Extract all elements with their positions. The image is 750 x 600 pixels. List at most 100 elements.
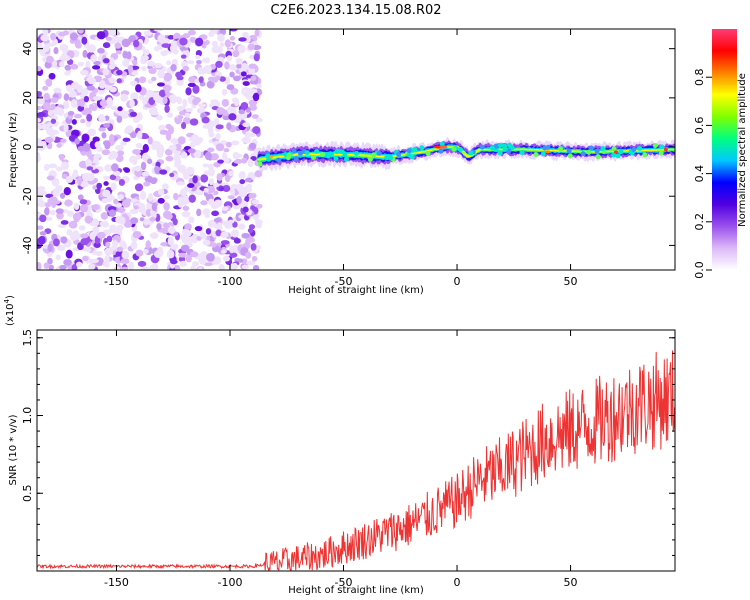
signal-blob: [611, 152, 617, 158]
signal-blob: [468, 150, 474, 156]
noise-blob: [116, 78, 122, 84]
spectrogram-x-tick-label: 50: [564, 275, 578, 288]
noise-blob: [238, 109, 245, 115]
noise-blob: [82, 255, 89, 262]
noise-blob: [213, 199, 223, 208]
noise-blob: [150, 264, 157, 270]
noise-blob: [245, 251, 252, 259]
noise-blob: [251, 114, 259, 119]
signal-blob: [558, 146, 564, 152]
noise-blob: [168, 94, 177, 102]
noise-blob: [198, 256, 207, 265]
noise-blob: [182, 116, 191, 125]
noise-blob: [141, 65, 147, 72]
noise-blob: [117, 194, 125, 200]
noise-blob: [63, 93, 70, 102]
signal-blob: [586, 149, 592, 155]
signal-blob: [600, 146, 606, 152]
noise-blob: [202, 124, 211, 129]
noise-blob: [229, 245, 235, 254]
noise-blob: [228, 64, 237, 71]
signal-track-segment: [467, 155, 472, 158]
noise-blob: [142, 134, 150, 140]
noise-blob: [248, 192, 257, 199]
signal-blob: [458, 146, 464, 152]
noise-blob: [65, 249, 73, 259]
noise-blob: [256, 203, 263, 209]
noise-blob: [136, 130, 143, 140]
noise-blob: [88, 263, 96, 270]
noise-blob: [184, 223, 192, 230]
noise-blob: [120, 113, 129, 119]
noise-blob: [154, 45, 160, 52]
noise-blob: [166, 250, 175, 259]
noise-blob: [140, 190, 147, 200]
noise-blob: [179, 260, 187, 267]
noise-blob: [43, 92, 50, 101]
noise-blob: [202, 66, 208, 75]
noise-blob: [211, 45, 221, 54]
noise-blob: [207, 219, 216, 228]
noise-blob: [59, 192, 66, 199]
noise-blob: [37, 139, 43, 148]
noise-blob: [132, 230, 142, 239]
noise-blob: [252, 264, 260, 270]
noise-blob: [220, 231, 229, 239]
noise-blob: [227, 195, 235, 200]
noise-blob: [57, 224, 66, 229]
signal-blob: [642, 152, 648, 158]
noise-blob: [240, 101, 249, 110]
noise-blob: [135, 154, 142, 160]
noise-blob: [92, 250, 98, 256]
noise-blob: [196, 60, 202, 65]
noise-blob: [148, 67, 157, 75]
noise-blob: [242, 81, 250, 86]
noise-blob: [135, 84, 142, 93]
noise-blob: [64, 199, 73, 207]
noise-blob: [135, 142, 143, 149]
noise-blob: [112, 240, 119, 248]
noise-blob: [82, 142, 91, 152]
noise-blob: [108, 63, 116, 70]
noise-blob: [59, 61, 65, 68]
noise-blob: [147, 192, 153, 202]
noise-blob: [43, 262, 50, 269]
noise-blob: [185, 87, 192, 96]
noise-blob: [183, 231, 192, 237]
noise-blob: [220, 249, 227, 254]
noise-blob: [59, 153, 65, 161]
noise-blob: [46, 127, 54, 136]
noise-blob: [190, 265, 197, 270]
noise-blob: [79, 204, 89, 213]
noise-blob: [233, 237, 241, 244]
noise-blob: [108, 224, 117, 233]
noise-blob: [66, 84, 72, 93]
noise-blob: [151, 76, 157, 82]
noise-blob: [57, 107, 64, 117]
noise-blob: [39, 231, 47, 236]
noise-blob: [227, 219, 235, 224]
noise-blob: [218, 263, 225, 270]
noise-blob: [208, 132, 215, 138]
noise-blob: [147, 158, 153, 165]
colorbar-tick-label: 0.0: [693, 261, 706, 279]
noise-blob: [197, 266, 203, 270]
noise-blob: [70, 98, 78, 108]
noise-blob: [79, 180, 89, 188]
noise-blob: [177, 114, 184, 120]
noise-blob: [159, 169, 168, 175]
noise-blob: [85, 159, 92, 167]
noise-blob: [229, 71, 235, 78]
noise-blob: [247, 43, 255, 50]
noise-blob: [37, 186, 46, 192]
signal-blob: [328, 151, 334, 157]
noise-blob: [232, 50, 240, 58]
noise-blob: [76, 84, 84, 93]
noise-blob: [140, 161, 147, 171]
noise-blob: [115, 144, 124, 152]
signal-blob: [324, 152, 330, 158]
noise-blob: [153, 93, 159, 102]
noise-blob: [116, 115, 123, 123]
signal-blob: [371, 152, 377, 158]
noise-blob: [85, 60, 91, 70]
